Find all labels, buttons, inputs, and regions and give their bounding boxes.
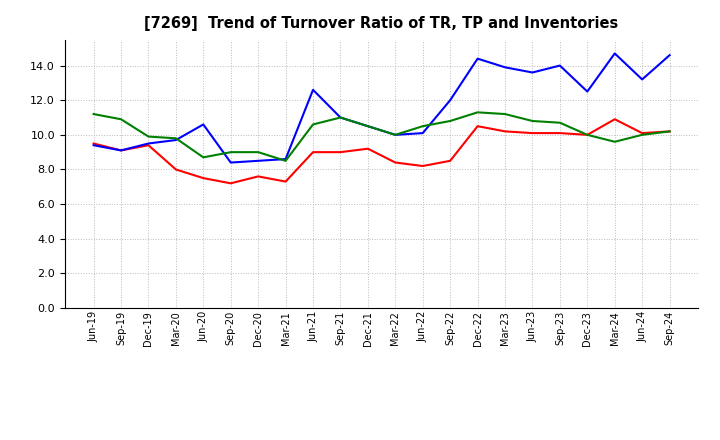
Trade Receivables <box>364 146 372 151</box>
Inventories <box>226 150 235 155</box>
Inventories <box>391 132 400 137</box>
Trade Receivables <box>336 150 345 155</box>
Trade Receivables <box>391 160 400 165</box>
Trade Payables <box>638 77 647 82</box>
Trade Receivables <box>418 163 427 169</box>
Trade Receivables <box>665 129 674 134</box>
Inventories <box>364 124 372 129</box>
Trade Receivables <box>583 132 592 137</box>
Inventories <box>473 110 482 115</box>
Trade Payables <box>282 157 290 162</box>
Inventories <box>117 117 125 122</box>
Trade Receivables <box>500 129 509 134</box>
Inventories <box>254 150 263 155</box>
Inventories <box>583 132 592 137</box>
Trade Payables <box>89 143 98 148</box>
Inventories <box>282 158 290 163</box>
Inventories <box>336 115 345 120</box>
Inventories <box>199 155 207 160</box>
Line: Trade Payables: Trade Payables <box>94 53 670 162</box>
Trade Payables <box>418 131 427 136</box>
Trade Payables <box>528 70 537 75</box>
Inventories <box>418 124 427 129</box>
Inventories <box>528 118 537 124</box>
Trade Receivables <box>171 167 180 172</box>
Trade Receivables <box>638 131 647 136</box>
Trade Payables <box>117 148 125 153</box>
Inventories <box>500 111 509 117</box>
Trade Receivables <box>556 131 564 136</box>
Trade Payables <box>391 132 400 137</box>
Inventories <box>309 122 318 127</box>
Trade Receivables <box>611 117 619 122</box>
Trade Receivables <box>282 179 290 184</box>
Trade Payables <box>583 89 592 94</box>
Trade Receivables <box>473 124 482 129</box>
Trade Payables <box>473 56 482 61</box>
Trade Receivables <box>89 141 98 146</box>
Trade Payables <box>309 87 318 92</box>
Trade Payables <box>336 115 345 120</box>
Trade Receivables <box>528 131 537 136</box>
Inventories <box>171 136 180 141</box>
Trade Payables <box>226 160 235 165</box>
Trade Receivables <box>199 176 207 181</box>
Trade Payables <box>556 63 564 68</box>
Trade Payables <box>446 98 454 103</box>
Line: Inventories: Inventories <box>94 112 670 161</box>
Trade Receivables <box>144 143 153 148</box>
Title: [7269]  Trend of Turnover Ratio of TR, TP and Inventories: [7269] Trend of Turnover Ratio of TR, TP… <box>145 16 618 32</box>
Trade Receivables <box>117 148 125 153</box>
Trade Payables <box>500 65 509 70</box>
Trade Payables <box>665 52 674 58</box>
Inventories <box>611 139 619 144</box>
Inventories <box>665 129 674 134</box>
Trade Payables <box>171 137 180 143</box>
Trade Payables <box>254 158 263 163</box>
Trade Receivables <box>309 150 318 155</box>
Trade Receivables <box>226 181 235 186</box>
Line: Trade Receivables: Trade Receivables <box>94 119 670 183</box>
Inventories <box>89 111 98 117</box>
Inventories <box>638 132 647 137</box>
Trade Payables <box>611 51 619 56</box>
Trade Payables <box>364 124 372 129</box>
Trade Payables <box>199 122 207 127</box>
Inventories <box>446 118 454 124</box>
Inventories <box>556 120 564 125</box>
Inventories <box>144 134 153 139</box>
Trade Payables <box>144 141 153 146</box>
Trade Receivables <box>254 174 263 179</box>
Trade Receivables <box>446 158 454 163</box>
